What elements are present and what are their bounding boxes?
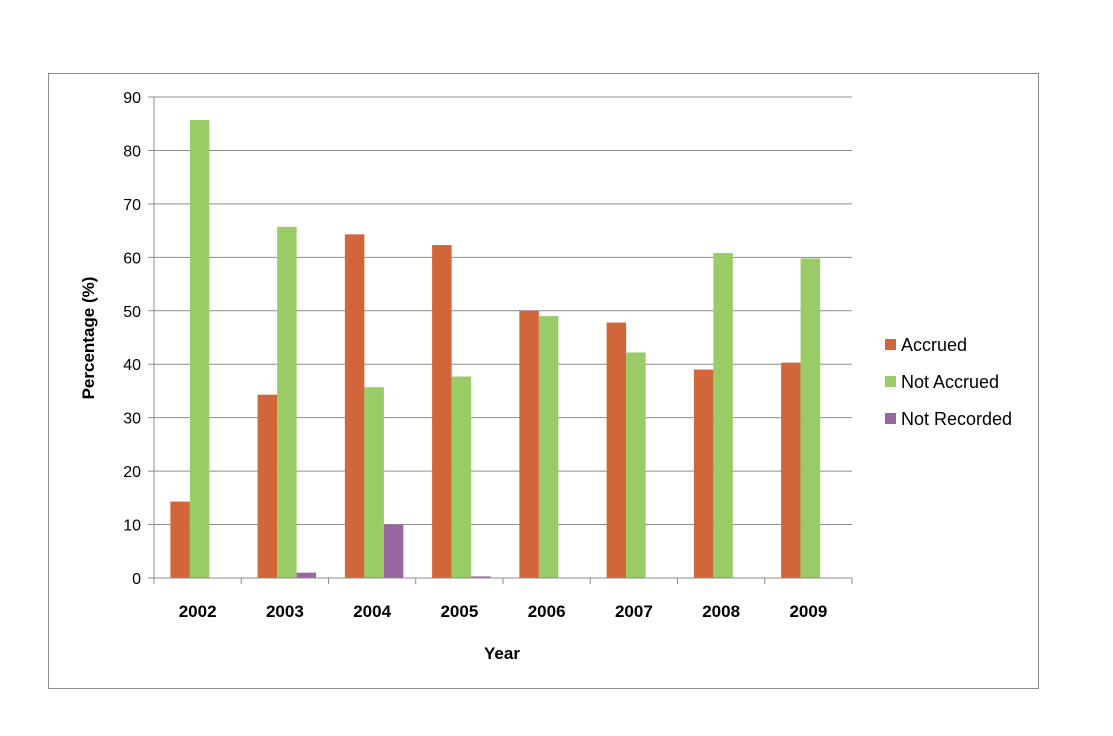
legend-swatch-not-recorded: [885, 413, 896, 424]
x-tick-label: 2002: [179, 602, 217, 621]
bar-not-recorded-2003: [296, 572, 317, 578]
bar-not-recorded-2004: [383, 524, 404, 578]
x-tick-label: 2009: [789, 602, 827, 621]
bar-not-accrued-2008: [713, 253, 733, 578]
bar-not-accrued-2007: [626, 352, 646, 578]
y-tick-label: 80: [123, 143, 141, 160]
x-tick-label: 2005: [440, 602, 478, 621]
bar-accrued-2008: [693, 369, 714, 578]
bar-accrued-2009: [781, 362, 801, 578]
y-tick-label: 50: [123, 304, 141, 321]
x-tick-label: 2007: [615, 602, 653, 621]
bar-not-accrued-2003: [277, 226, 297, 578]
y-tick-label: 60: [123, 250, 141, 267]
bar-accrued-2002: [170, 501, 190, 578]
y-tick-label: 70: [123, 197, 141, 214]
axes: 0 10 20 30 40 50 60 70 80 90 2002 2003 2004 2005 2006 2…: [123, 90, 853, 621]
legend-label-not-recorded: Not Recorded: [901, 409, 1012, 429]
legend-swatch-accrued: [885, 339, 896, 350]
x-tick-label: 2003: [266, 602, 304, 621]
bar-accrued-2003: [257, 394, 278, 578]
y-tick-label: 20: [123, 464, 141, 481]
y-tick-label: 40: [123, 357, 141, 374]
x-tick-label: 2004: [353, 602, 391, 621]
x-tick-label: 2008: [702, 602, 740, 621]
y-tick-label: 10: [123, 518, 141, 535]
legend: Accrued Not Accrued Not Recorded: [885, 335, 1012, 429]
legend-label-accrued: Accrued: [901, 335, 967, 355]
bar-not-accrued-2006: [538, 316, 559, 578]
y-tick-label: 90: [123, 90, 141, 107]
bar-not-accrued-2002: [189, 119, 210, 578]
bar-not-accrued-2004: [364, 387, 384, 578]
x-axis-title: Year: [484, 644, 520, 663]
bar-accrued-2004: [344, 234, 365, 578]
bar-accrued-2005: [432, 245, 452, 578]
bar-accrued-2007: [606, 322, 627, 578]
bar-not-accrued-2005: [451, 376, 472, 578]
bar-accrued-2006: [519, 310, 539, 578]
y-axis-title: Percentage (%): [79, 277, 98, 400]
x-tick-label: 2006: [528, 602, 566, 621]
bar-not-recorded-2005: [471, 576, 491, 578]
bar-not-accrued-2009: [800, 258, 821, 578]
legend-swatch-not-accrued: [885, 376, 896, 387]
y-tick-label: 30: [123, 411, 141, 428]
bars: [170, 119, 821, 578]
legend-label-not-accrued: Not Accrued: [901, 372, 999, 392]
y-tick-label: 0: [132, 571, 141, 588]
